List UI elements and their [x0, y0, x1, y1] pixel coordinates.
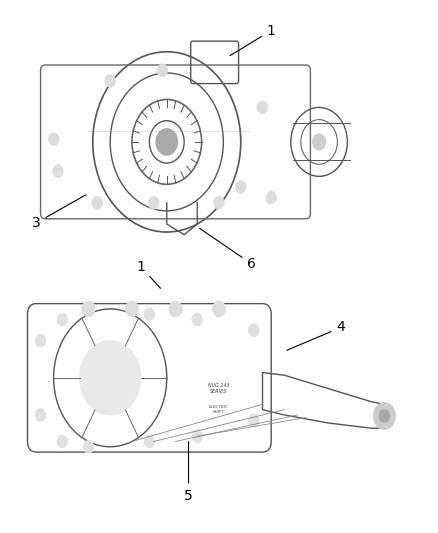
Circle shape	[57, 313, 67, 326]
Circle shape	[192, 430, 202, 442]
Circle shape	[92, 197, 102, 209]
Circle shape	[144, 308, 155, 320]
Circle shape	[257, 101, 268, 114]
Circle shape	[57, 435, 67, 448]
Text: ELECTRIC
SHIFT: ELECTRIC SHIFT	[209, 406, 229, 414]
Circle shape	[192, 313, 202, 326]
Text: 3: 3	[32, 195, 86, 230]
Circle shape	[144, 435, 155, 448]
Circle shape	[313, 134, 325, 150]
Circle shape	[157, 64, 168, 77]
Text: 1: 1	[136, 260, 161, 288]
Circle shape	[266, 191, 276, 204]
Circle shape	[53, 165, 63, 177]
Circle shape	[48, 133, 59, 146]
Circle shape	[249, 414, 259, 426]
Circle shape	[105, 75, 116, 87]
Text: 4: 4	[287, 320, 345, 350]
Circle shape	[156, 128, 178, 155]
Circle shape	[148, 197, 159, 209]
Text: NVG 243
SERIES: NVG 243 SERIES	[208, 383, 230, 394]
Circle shape	[35, 409, 46, 421]
Circle shape	[125, 301, 138, 317]
Circle shape	[379, 410, 390, 422]
Circle shape	[374, 403, 395, 429]
Circle shape	[214, 197, 224, 209]
Circle shape	[169, 301, 182, 317]
Circle shape	[212, 301, 226, 317]
Circle shape	[83, 440, 94, 453]
Circle shape	[236, 181, 246, 193]
Circle shape	[35, 334, 46, 347]
Text: 5: 5	[184, 442, 193, 503]
Circle shape	[83, 303, 94, 316]
Text: 6: 6	[200, 228, 256, 271]
Circle shape	[82, 301, 95, 317]
Text: 1: 1	[230, 23, 276, 55]
Circle shape	[249, 324, 259, 336]
Circle shape	[80, 341, 141, 415]
